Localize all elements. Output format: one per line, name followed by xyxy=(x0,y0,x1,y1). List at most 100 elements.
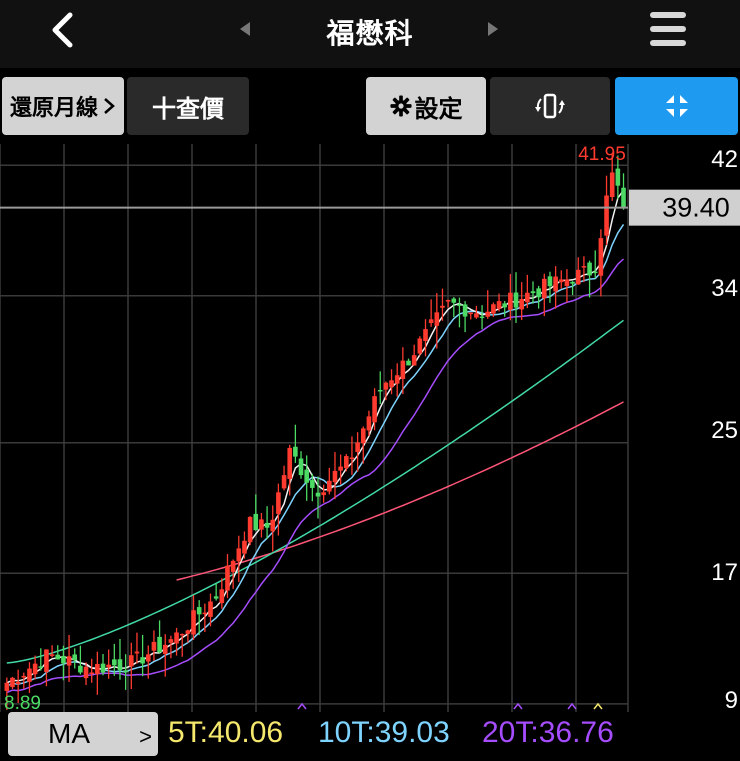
ma20-line xyxy=(6,258,625,694)
candle xyxy=(134,632,140,664)
candle xyxy=(44,649,49,687)
rotate-screen-button[interactable] xyxy=(490,77,610,135)
candle xyxy=(502,301,508,317)
candle xyxy=(287,444,293,496)
candle xyxy=(315,476,321,519)
candle xyxy=(485,290,491,319)
candle xyxy=(304,455,309,501)
candle xyxy=(270,505,276,552)
candle xyxy=(615,155,621,200)
chart-grid xyxy=(0,144,629,712)
settings-button[interactable]: 設定 xyxy=(366,77,486,135)
candle xyxy=(406,358,411,366)
current-price-label: 39.40 xyxy=(662,193,730,223)
candle xyxy=(592,250,598,279)
candle xyxy=(621,173,626,210)
candle xyxy=(89,658,94,683)
restore-monthly-label: 還原月線 xyxy=(9,95,98,120)
candle xyxy=(10,676,15,689)
candle xyxy=(440,288,445,321)
candle xyxy=(343,454,349,472)
chart-svg[interactable]: 39.40 41.95 8.89 42 34 25 17 9 xyxy=(0,144,740,712)
candle xyxy=(145,645,151,679)
y-tick-label: 34 xyxy=(711,275,738,302)
candle xyxy=(355,432,360,472)
candle xyxy=(310,473,315,502)
candle xyxy=(457,297,462,328)
candle xyxy=(140,634,145,677)
candle xyxy=(196,600,202,636)
candle xyxy=(225,554,230,599)
candle xyxy=(530,281,536,304)
back-arrow-icon[interactable] xyxy=(48,12,78,48)
menu-icon[interactable] xyxy=(650,12,686,46)
candle xyxy=(281,465,287,491)
gear-icon xyxy=(389,95,412,117)
ma-selector-button[interactable]: MA > xyxy=(8,712,158,756)
candle xyxy=(276,483,281,536)
next-stock-icon[interactable] xyxy=(488,22,498,36)
y-tick-label: 17 xyxy=(711,559,738,586)
candle xyxy=(377,371,383,405)
candle xyxy=(587,260,592,298)
settings-label: 設定 xyxy=(414,95,463,123)
rotate-icon xyxy=(535,93,565,119)
candle xyxy=(423,319,428,357)
collapse-icon xyxy=(665,95,688,117)
candle xyxy=(389,369,394,395)
ma120-line xyxy=(176,401,624,581)
candle xyxy=(61,645,66,681)
candle xyxy=(553,266,558,309)
query-price-label: 十查價 xyxy=(152,95,224,123)
candle xyxy=(72,648,78,669)
moving-average-lines xyxy=(6,189,625,694)
candle xyxy=(400,347,406,395)
candle xyxy=(383,381,389,401)
candle xyxy=(508,274,513,321)
candle xyxy=(213,583,219,601)
ma20-value: 20T:36.76 xyxy=(482,716,614,749)
candle xyxy=(219,578,225,609)
fullscreen-toggle-button[interactable] xyxy=(615,77,738,135)
candle xyxy=(536,285,541,309)
candle xyxy=(394,363,400,397)
signal-marker xyxy=(513,702,523,710)
candle xyxy=(112,643,117,676)
candle xyxy=(462,301,468,333)
candle xyxy=(66,635,72,682)
ma-bar: MA > 5T:40.06 10T:39.03 20T:36.76 xyxy=(0,712,740,761)
restore-monthly-button[interactable]: 還原月線 xyxy=(2,77,124,135)
signal-marker xyxy=(297,702,307,710)
candle xyxy=(38,648,44,671)
chevron-right-icon xyxy=(104,98,115,114)
candle xyxy=(479,305,485,330)
signal-marker xyxy=(593,702,603,710)
candles xyxy=(4,154,626,710)
candle xyxy=(558,270,564,289)
query-price-button[interactable]: 十查價 xyxy=(127,77,249,135)
candle xyxy=(179,633,185,657)
candle xyxy=(15,669,21,703)
candle xyxy=(564,269,570,303)
candle xyxy=(474,305,479,319)
ma10-line xyxy=(6,223,625,687)
previous-stock-icon[interactable] xyxy=(240,22,250,36)
candle xyxy=(27,662,32,693)
candle xyxy=(202,603,208,633)
candle xyxy=(575,257,581,285)
candle xyxy=(191,595,196,640)
candle xyxy=(338,454,343,485)
candle xyxy=(242,531,247,559)
candle xyxy=(168,635,174,659)
header: 福懋科 xyxy=(0,0,740,68)
candle xyxy=(451,297,457,318)
candle xyxy=(547,271,553,303)
candle xyxy=(519,282,524,321)
candle xyxy=(496,293,502,312)
candlestick-chart[interactable]: 39.40 41.95 8.89 42 34 25 17 9 xyxy=(0,144,740,712)
candle xyxy=(434,293,440,349)
candle xyxy=(298,451,304,479)
ma10-value: 10T:39.03 xyxy=(318,716,450,749)
candle xyxy=(95,651,100,695)
candle xyxy=(581,256,587,283)
